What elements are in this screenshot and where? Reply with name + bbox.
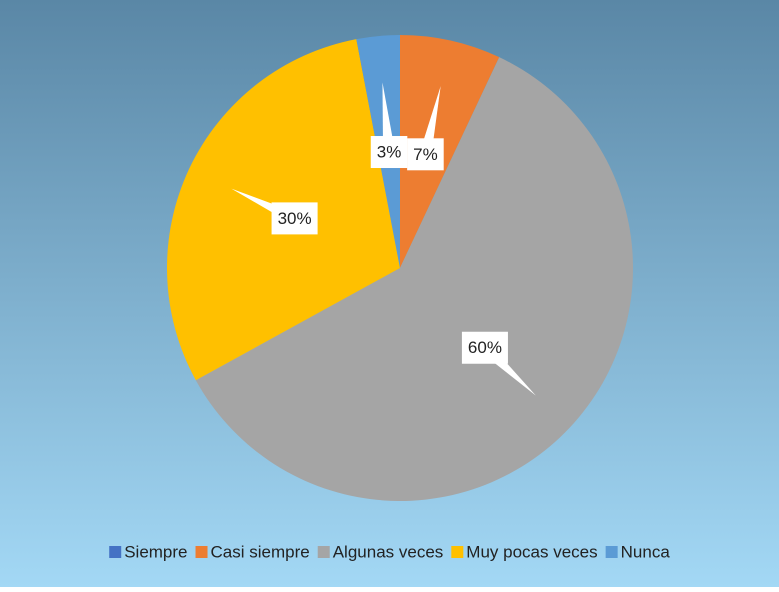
- legend-label: Algunas veces: [333, 542, 444, 561]
- label-pointer: [419, 86, 441, 156]
- legend-label: Muy pocas veces: [466, 542, 597, 561]
- legend-label: Casi siempre: [211, 542, 310, 561]
- slice: [400, 35, 500, 268]
- legend-swatch: [109, 546, 122, 558]
- data-label: 30%: [278, 209, 312, 228]
- legend-label: Nunca: [621, 542, 671, 561]
- data-label: 60%: [468, 338, 502, 357]
- label-box: [370, 136, 408, 169]
- label-box: [407, 138, 444, 171]
- data-label: 7%: [413, 145, 438, 164]
- label-pointer: [382, 82, 396, 153]
- legend-label: Siempre: [124, 542, 187, 561]
- slice: [195, 57, 633, 501]
- legend-swatch: [195, 546, 208, 558]
- data-label: 3%: [377, 143, 402, 162]
- legend-swatch: [317, 546, 330, 558]
- legend-swatch: [605, 546, 618, 558]
- legend-swatch: [451, 546, 464, 558]
- label-box: [271, 202, 318, 235]
- label-box: [461, 331, 508, 364]
